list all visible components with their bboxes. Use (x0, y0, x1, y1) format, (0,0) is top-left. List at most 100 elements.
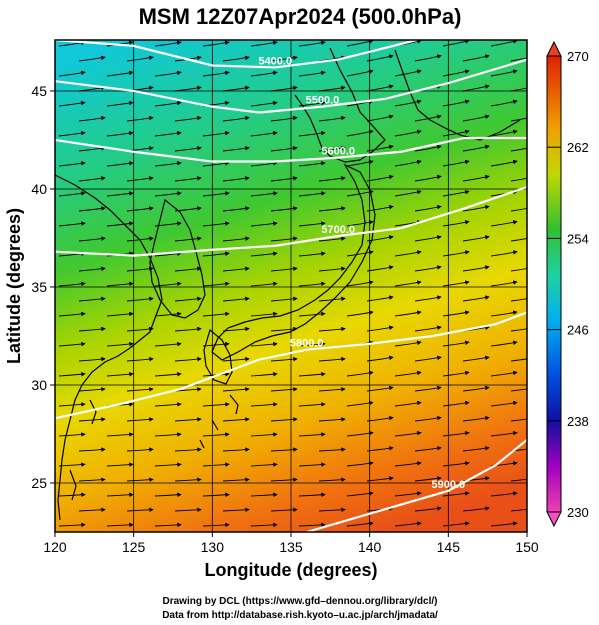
wind-arrow (174, 477, 202, 482)
wind-arrow (462, 54, 490, 62)
wind-arrow (394, 400, 422, 407)
wind-arrow (106, 100, 134, 107)
wind-arrow (58, 341, 86, 347)
chart-title: MSM 12Z07Apr2024 (500.0hPa) (139, 4, 462, 29)
wind-arrow (126, 387, 154, 392)
wind-arrow (202, 70, 230, 77)
wind-arrow (222, 417, 250, 422)
wind-arrow (106, 130, 134, 137)
wind-arrow (78, 447, 106, 452)
wind-arrow (202, 191, 230, 197)
wind-arrow (510, 117, 527, 122)
wind-arrow (318, 356, 346, 362)
wind-arrow (222, 176, 250, 182)
coastline-hokkaido (294, 47, 386, 163)
wind-arrow (298, 341, 326, 347)
wind-arrow (223, 540, 249, 541)
wind-arrow (154, 161, 182, 167)
wind-arrow (78, 507, 106, 513)
wind-arrow (318, 236, 346, 242)
wind-arrow (346, 491, 374, 497)
wind-arrow (318, 206, 346, 212)
wind-arrow (154, 432, 182, 437)
wind-arrow (442, 40, 470, 47)
wind-arrow (490, 220, 518, 227)
wind-arrow (490, 129, 518, 137)
wind-arrow (318, 176, 346, 182)
wind-arrow (126, 55, 154, 62)
wind-arrow (366, 235, 394, 242)
wind-arrow (126, 115, 154, 122)
wind-arrow (126, 296, 154, 302)
wind-arrow (78, 206, 106, 212)
x-tick-label: 145 (437, 539, 461, 555)
colorbar-scale (546, 55, 562, 513)
height-contour-line (55, 136, 527, 163)
wind-arrow (174, 507, 202, 513)
wind-arrow (106, 372, 134, 377)
wind-arrow (414, 446, 442, 452)
wind-arrow (58, 161, 86, 167)
wind-arrow (394, 461, 422, 467)
wind-streamlines (58, 40, 527, 541)
wind-arrow (270, 447, 298, 452)
wind-arrow (414, 355, 442, 362)
wind-arrow (490, 280, 518, 287)
colorbar-tick-label: 254 (567, 231, 589, 246)
wind-arrow (510, 388, 527, 392)
wind-arrow (250, 100, 278, 107)
wind-arrow (366, 114, 394, 122)
wind-arrow (490, 430, 518, 437)
wind-arrow (174, 447, 202, 452)
wind-arrow (442, 250, 470, 257)
wind-arrow (58, 221, 86, 227)
wind-arrow (202, 40, 230, 47)
wind-arrow (78, 236, 106, 242)
wind-arrow (78, 356, 106, 362)
wind-arrow (58, 402, 86, 407)
wind-arrow (222, 266, 250, 272)
x-tick-label: 150 (515, 539, 539, 555)
wind-arrow (414, 235, 442, 242)
colorbar-tick-label: 262 (567, 140, 589, 155)
x-tick-label: 125 (122, 539, 146, 555)
height-contour-line (55, 40, 418, 69)
wind-arrow (442, 280, 470, 287)
coastline-asia (55, 174, 163, 521)
wind-arrow (442, 370, 470, 377)
wind-arrow (58, 432, 86, 437)
wind-arrow (510, 418, 527, 422)
wind-arrow (154, 100, 182, 107)
wind-arrow (394, 310, 422, 317)
wind-arrow (202, 221, 230, 227)
wind-arrow (78, 266, 106, 272)
wind-arrow (250, 70, 278, 77)
wind-arrow (366, 325, 394, 332)
wind-arrow (366, 174, 394, 182)
wind-arrow (462, 355, 490, 362)
wind-arrow (490, 99, 518, 107)
wind-arrow (442, 310, 470, 317)
wind-arrow (250, 281, 278, 287)
wind-arrow (298, 402, 326, 407)
wind-arrow (106, 70, 134, 77)
y-tick-label: 30 (31, 377, 47, 393)
wind-arrow (346, 40, 374, 47)
wind-arrow (126, 417, 154, 422)
contour-label: 5800.0 (290, 338, 324, 350)
wind-arrow (394, 159, 422, 167)
wind-arrow (270, 176, 298, 182)
wind-arrow (222, 356, 250, 362)
wind-arrow (346, 400, 374, 407)
wind-arrow (154, 70, 182, 77)
wind-arrow (510, 57, 527, 62)
wind-arrow (442, 159, 470, 167)
wind-arrow (202, 251, 230, 257)
wind-arrow (250, 40, 278, 47)
wind-arrow (319, 540, 345, 541)
wind-arrow (202, 432, 230, 437)
wind-arrow (298, 372, 326, 377)
wind-arrow (462, 415, 490, 422)
wind-arrow (175, 540, 201, 541)
coastline-honshu (211, 163, 376, 361)
